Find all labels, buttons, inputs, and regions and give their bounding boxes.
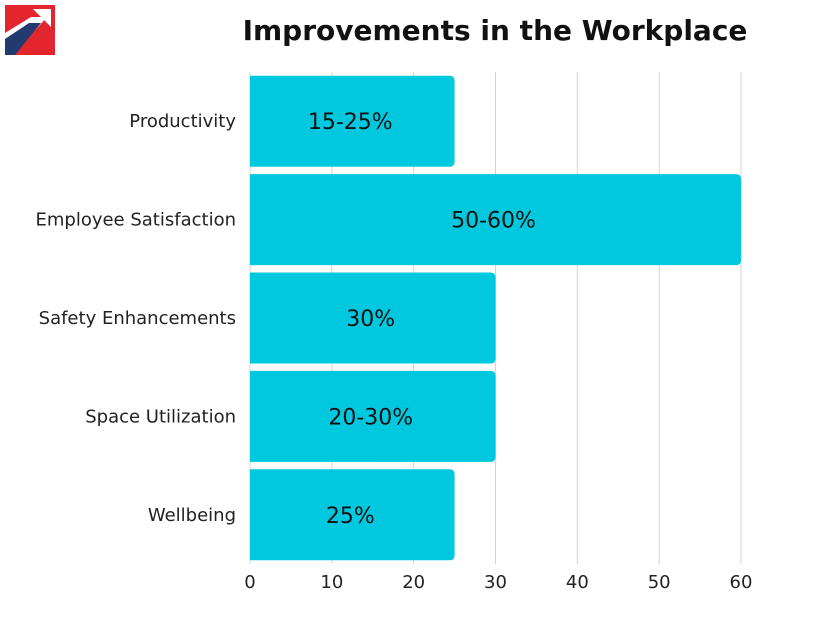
bar [250, 272, 496, 364]
x-axis-tick-labels: 0 10 20 30 40 50 60 [244, 572, 752, 593]
logo-navy-stripe [5, 23, 41, 55]
data-label: 50-60% [451, 209, 536, 234]
chart-title: Improvements in the Workplace [242, 14, 748, 47]
bar [250, 75, 455, 167]
data-label: 20-30% [328, 405, 413, 430]
x-tick-label: 40 [566, 572, 589, 593]
bar [250, 370, 496, 462]
brand-logo-icon [5, 5, 55, 55]
x-tick-label: 30 [484, 572, 507, 593]
category-labels: Productivity Employee Satisfaction Safety … [35, 111, 236, 526]
category-label: Space Utilization [85, 406, 236, 427]
category-label: Productivity [129, 111, 236, 132]
data-labels: 15-25% 50-60% 30% 20-30% 25% [308, 110, 536, 529]
x-tick-label: 20 [402, 572, 425, 593]
bars [250, 75, 741, 561]
category-label: Wellbeing [148, 505, 236, 526]
x-tick-label: 10 [320, 572, 343, 593]
data-label: 15-25% [308, 110, 393, 135]
category-label: Safety Enhancements [39, 308, 236, 329]
x-tick-label: 50 [648, 572, 671, 593]
logo-arrow [33, 9, 51, 27]
data-label: 30% [346, 307, 395, 332]
bar [250, 469, 455, 561]
x-tick-label: 60 [730, 572, 753, 593]
bar [250, 174, 741, 266]
category-label: Employee Satisfaction [35, 210, 236, 231]
data-label: 25% [326, 504, 375, 529]
x-tick-label: 0 [244, 572, 255, 593]
